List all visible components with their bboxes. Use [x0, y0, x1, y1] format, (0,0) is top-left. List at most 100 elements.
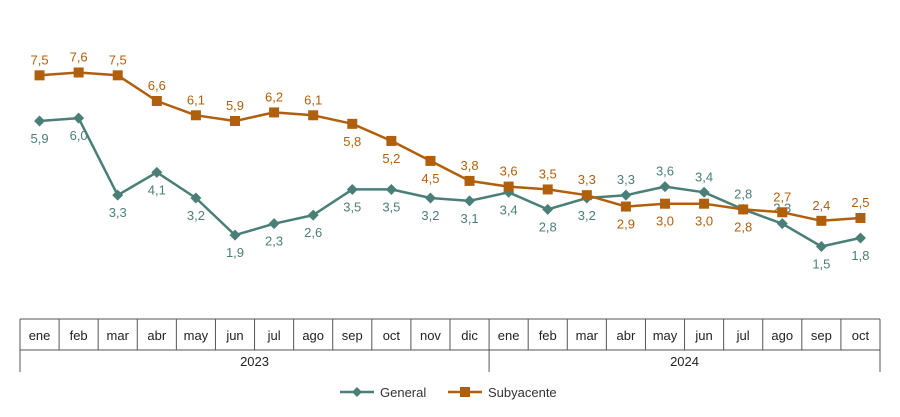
data-point-marker	[816, 215, 827, 226]
data-point-marker	[229, 229, 241, 241]
x-tick-label: feb	[539, 328, 557, 343]
data-label: 4,1	[148, 182, 166, 197]
series-line	[39, 116, 861, 248]
data-point-marker	[112, 189, 124, 201]
data-point-marker	[269, 107, 280, 118]
data-label: 5,2	[382, 151, 400, 166]
data-label: 5,9	[31, 131, 49, 146]
x-tick-label: abr	[147, 328, 166, 343]
data-point-marker	[73, 67, 84, 78]
x-tick-label: sep	[811, 328, 832, 343]
data-label: 2,6	[304, 225, 322, 240]
data-point-marker	[308, 110, 319, 121]
data-label: 6,1	[304, 92, 322, 107]
data-label: 2,8	[734, 186, 752, 201]
x-tick-label: mar	[576, 328, 599, 343]
data-point-marker	[660, 198, 670, 209]
data-point-marker	[34, 115, 46, 127]
data-point-marker	[346, 183, 358, 195]
data-point-marker	[776, 218, 788, 230]
x-tick-label: sep	[342, 328, 363, 343]
data-point-marker	[190, 192, 202, 204]
data-label: 6,2	[265, 89, 283, 104]
data-label: 2,7	[773, 189, 791, 204]
year-group-label: 2024	[670, 354, 699, 369]
data-label: 6,6	[148, 78, 166, 93]
legend-general-label: General	[380, 385, 426, 400]
x-tick-label: ene	[498, 328, 520, 343]
series-layer: 5,9 6,0 3,3 4,1 3,2 1,9 2,3 2,6 3,5 3,5 3,2 3,1 3,4 2…	[31, 49, 870, 271]
data-label: 3,6	[500, 164, 518, 179]
data-point-marker	[424, 192, 436, 204]
data-point-marker	[386, 135, 397, 146]
data-label: 3,3	[578, 172, 596, 187]
legend-general-marker	[352, 387, 362, 397]
x-tick-label: may	[653, 328, 678, 343]
data-point-marker	[581, 190, 592, 201]
x-tick-label: nov	[420, 328, 441, 343]
data-label: 1,5	[812, 257, 830, 272]
data-label: 7,5	[109, 52, 127, 67]
data-point-marker	[347, 118, 358, 129]
series-subyacente: 7,5 7,6 7,5 6,6 6,1 5,9 6,2 6,1 5,8 5,2 4,5 3,8 3,6 3…	[31, 49, 870, 234]
data-label: 3,0	[695, 214, 713, 229]
data-label: 6,1	[187, 92, 205, 107]
data-label: 7,6	[70, 49, 88, 64]
data-label: 3,5	[343, 199, 361, 214]
data-label: 7,5	[31, 52, 49, 67]
x-tick-label: ago	[302, 328, 324, 343]
data-point-marker	[464, 195, 476, 207]
data-point-marker	[659, 181, 671, 193]
x-tick-label: jun	[225, 328, 243, 343]
data-point-marker	[815, 241, 827, 253]
data-point-marker	[698, 186, 710, 198]
data-label: 1,9	[226, 245, 244, 260]
data-label: 3,4	[500, 202, 518, 217]
data-point-marker	[777, 207, 788, 218]
x-tick-label: mar	[107, 328, 130, 343]
data-label: 3,2	[187, 208, 205, 223]
data-label: 2,3	[265, 234, 283, 249]
data-label: 1,8	[851, 248, 869, 263]
series-line	[39, 71, 861, 223]
x-tick-label: oct	[852, 328, 870, 343]
data-point-marker	[151, 96, 162, 107]
data-label: 2,8	[734, 219, 752, 234]
x-tick-label: ago	[771, 328, 793, 343]
data-point-marker	[151, 166, 163, 178]
data-label: 5,8	[343, 134, 361, 149]
data-label: 2,4	[812, 198, 830, 213]
data-label: 3,2	[578, 208, 596, 223]
category-axis-table: ene feb mar abr may jun jul ago sep oct nov dic ene f…	[19, 318, 881, 372]
data-label: 3,5	[539, 166, 557, 181]
data-label: 3,8	[461, 158, 479, 173]
data-point-marker	[307, 209, 319, 221]
data-point-marker	[620, 189, 632, 201]
data-label: 3,6	[656, 164, 674, 179]
x-tick-label: jul	[736, 328, 750, 343]
x-tick-label: dic	[461, 328, 478, 343]
data-point-marker	[73, 112, 85, 124]
x-tick-label: ene	[29, 328, 51, 343]
data-point-marker	[542, 184, 553, 195]
legend: General Subyacente	[340, 385, 557, 400]
data-label: 3,3	[617, 172, 635, 187]
data-label: 3,1	[461, 211, 479, 226]
data-label: 3,0	[656, 214, 674, 229]
data-label: 2,8	[539, 219, 557, 234]
data-label: 6,0	[70, 128, 88, 143]
data-point-marker	[699, 198, 710, 209]
data-point-marker	[464, 175, 475, 186]
data-label: 3,2	[421, 208, 439, 223]
data-point-marker	[503, 181, 514, 192]
year-group-label: 2023	[240, 354, 269, 369]
data-point-marker	[854, 232, 866, 244]
data-point-marker	[620, 201, 631, 212]
x-tick-label: feb	[70, 328, 88, 343]
data-label: 2,5	[851, 195, 869, 210]
series-general: 5,9 6,0 3,3 4,1 3,2 1,9 2,3 2,6 3,5 3,5 3,2 3,1 3,4 2…	[31, 112, 869, 272]
data-label: 5,9	[226, 98, 244, 113]
legend-subyacente-marker	[460, 387, 470, 397]
data-point-marker	[542, 203, 554, 215]
